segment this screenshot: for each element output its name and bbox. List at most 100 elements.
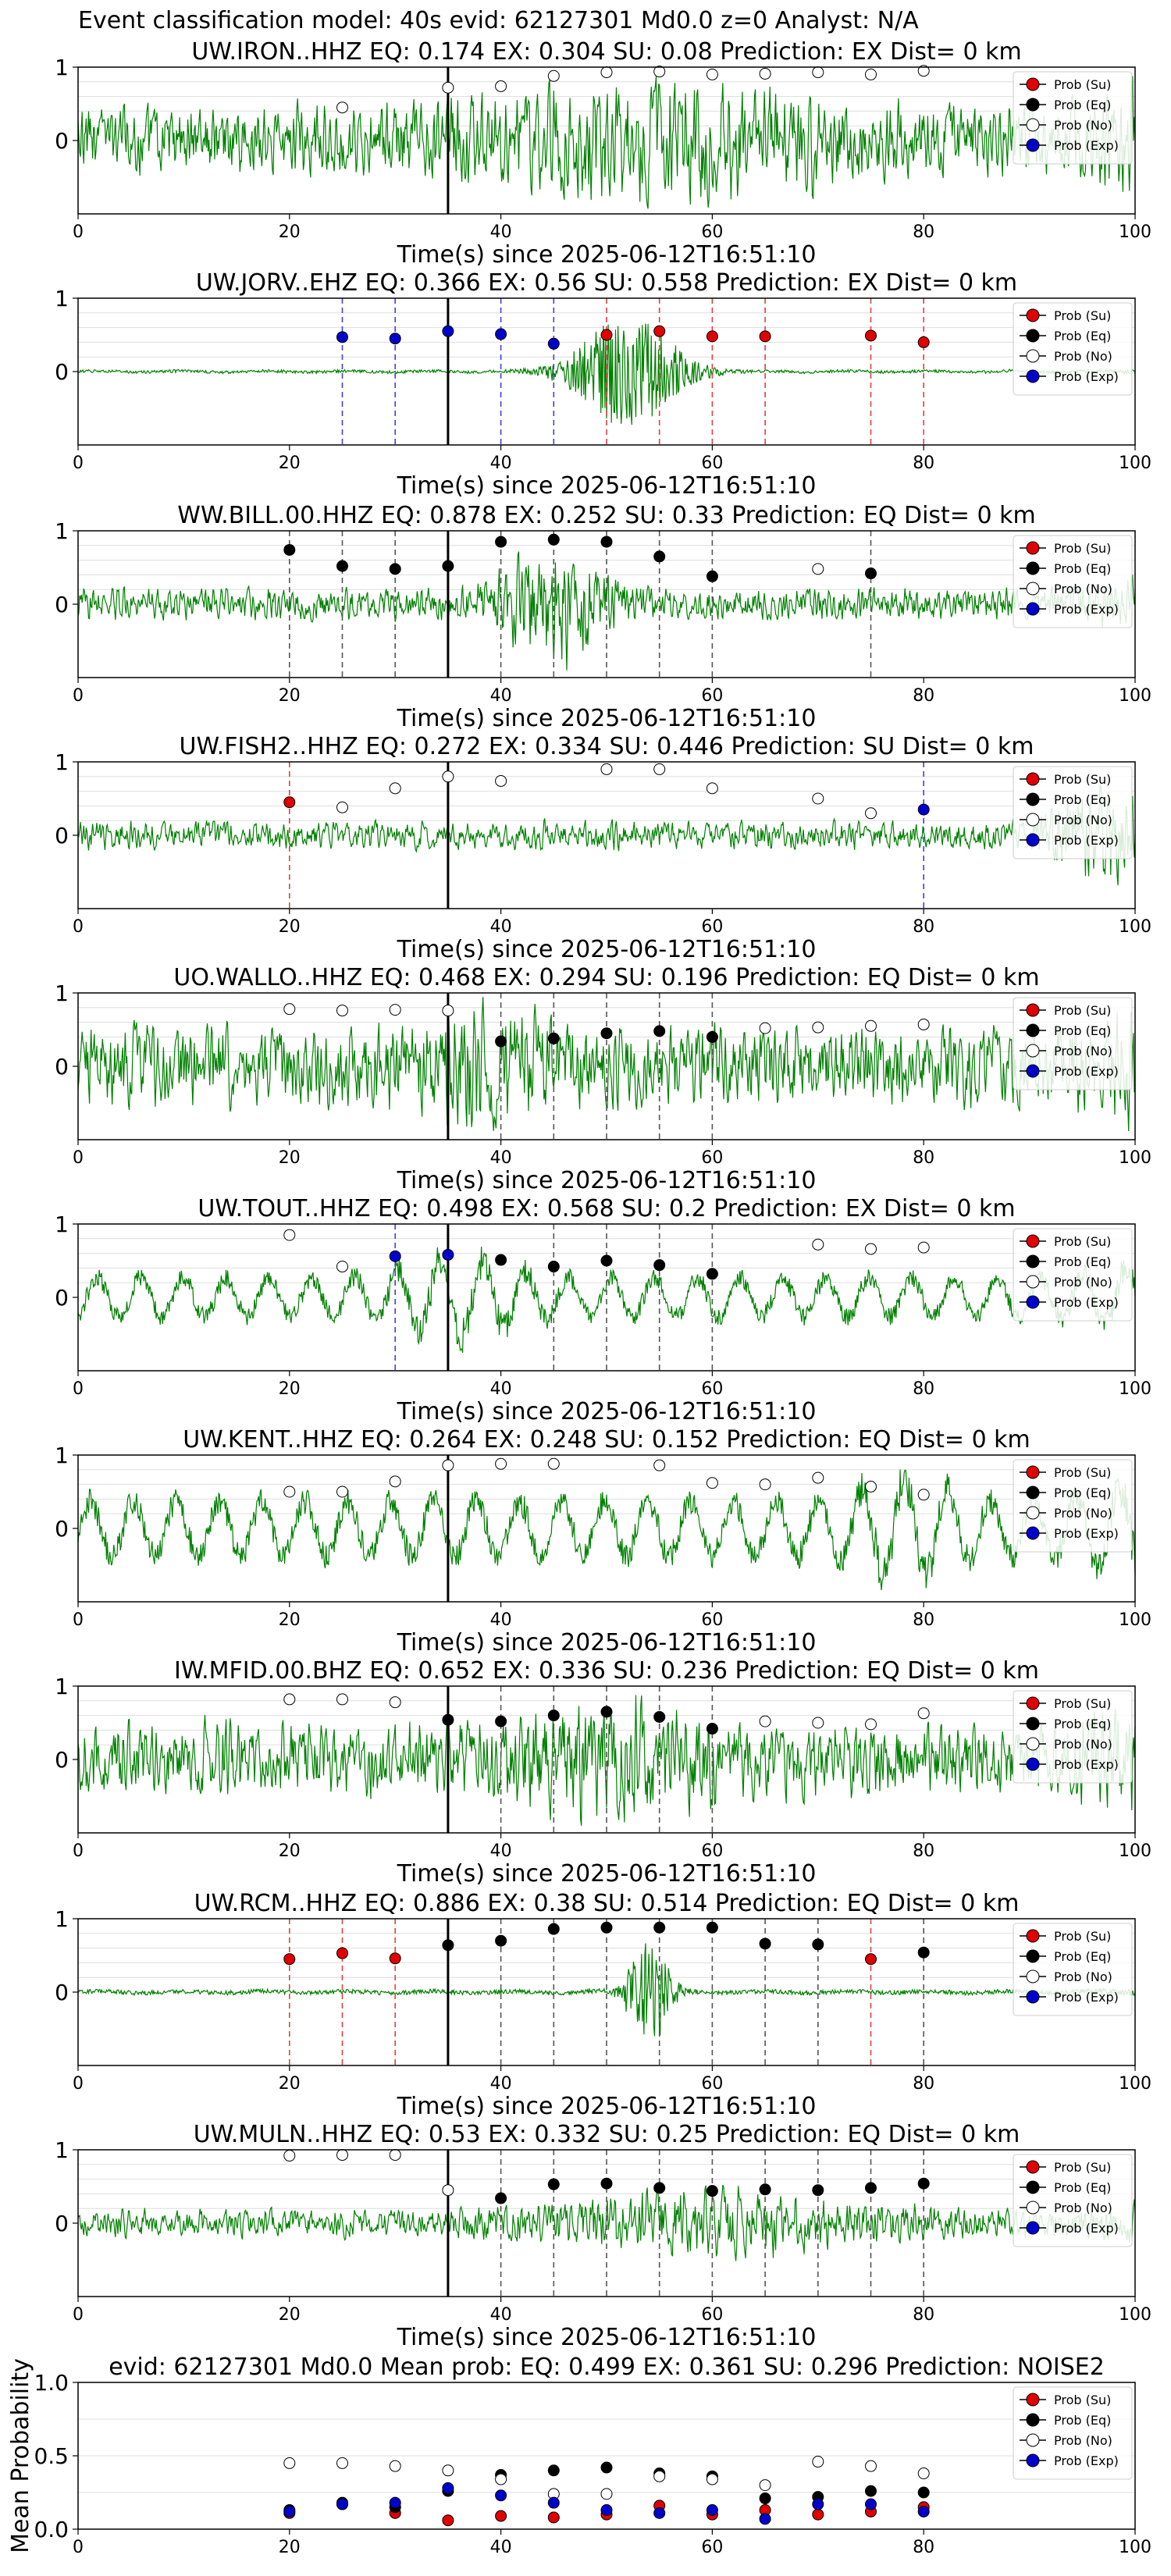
prob-point-no: [653, 66, 666, 78]
y-tick-label: 0: [55, 823, 69, 849]
prob-point-no: [389, 1004, 401, 1016]
prob-point-eq: [600, 535, 613, 548]
x-tick-label: 80: [913, 1610, 934, 1630]
mean-point-prob-no: [336, 2457, 348, 2469]
mean-point-prob-eq: [865, 2485, 877, 2497]
legend-marker-prob-su: [1026, 772, 1040, 786]
y-tick-label: 1: [55, 1674, 69, 1699]
legend-marker-prob-eq: [1026, 2413, 1040, 2427]
prob-point-no: [706, 782, 718, 795]
legend: Prob (Su) Prob (Eq) Prob (No) Prob (Exp): [1013, 535, 1133, 628]
x-tick-label: 0: [73, 2538, 84, 2557]
prob-point-no: [283, 1693, 296, 1706]
legend-marker-prob-eq: [1026, 561, 1040, 575]
legend-marker-prob-exp: [1026, 2221, 1040, 2235]
legend-marker-prob-no: [1026, 582, 1040, 596]
prob-point-eq: [706, 1268, 718, 1280]
prob-point-no: [812, 1238, 824, 1251]
mean-point-prob-eq: [917, 2486, 930, 2499]
panel-title: UW.IRON..HHZ EQ: 0.174 EX: 0.304 SU: 0.0…: [191, 38, 1021, 66]
x-tick-label: 20: [279, 222, 301, 242]
prob-point-no: [865, 1718, 877, 1731]
prob-point-eq: [812, 1938, 824, 1951]
prob-point-no: [495, 774, 507, 787]
prob-point-eq: [495, 1035, 507, 1048]
prob-point-eq: [336, 560, 348, 572]
legend-marker-prob-eq: [1026, 2180, 1040, 2194]
legend-label-prob-eq: Prob (Eq): [1054, 1254, 1111, 1269]
legend: Prob (Su) Prob (Eq) Prob (No) Prob (Exp): [1013, 1923, 1133, 2016]
prob-point-no: [389, 2149, 401, 2161]
legend-marker-prob-eq: [1026, 98, 1040, 112]
legend-label-prob-su: Prob (Su): [1054, 2393, 1111, 2407]
y-tick-label: 0: [55, 1980, 69, 2005]
legend-marker-prob-no: [1026, 1044, 1040, 1058]
mean-point-prob-exp: [865, 2498, 877, 2510]
prob-point-eq: [865, 568, 877, 580]
prob-point-eq: [495, 1934, 507, 1947]
prob-point-eq: [600, 1027, 613, 1040]
prob-point-no: [812, 66, 824, 79]
mean-point-prob-exp: [283, 2505, 296, 2517]
waveform-panel-9: UW.RCM..HHZ EQ: 0.886 EX: 0.38 SU: 0.514…: [55, 1890, 1151, 2120]
legend-marker-prob-eq: [1026, 1254, 1040, 1268]
prob-point-eq: [759, 1937, 771, 1950]
legend-marker-prob-su: [1026, 2393, 1040, 2407]
prob-point-eq: [706, 2185, 718, 2197]
x-tick-label: 100: [1119, 2538, 1151, 2557]
prob-point-no: [759, 1715, 771, 1727]
legend-marker-prob-eq: [1026, 1023, 1040, 1037]
x-tick-label: 60: [701, 1610, 723, 1630]
prob-point-eq: [495, 1715, 507, 1727]
legend-label-prob-su: Prob (Su): [1054, 1696, 1111, 1711]
x-tick-label: 20: [279, 2305, 301, 2325]
mean-point-prob-no: [600, 2488, 613, 2500]
panel-title: UW.FISH2..HHZ EQ: 0.272 EX: 0.334 SU: 0.…: [180, 733, 1034, 760]
prob-point-no: [442, 770, 454, 783]
x-tick-label: 20: [279, 1379, 301, 1399]
prob-point-no: [442, 81, 454, 94]
x-tick-label: 20: [279, 1148, 301, 1168]
mean-point-prob-exp: [442, 2482, 454, 2494]
prob-point-no: [442, 1459, 454, 1471]
prob-point-su: [283, 1953, 296, 1966]
mean-point-prob-no: [495, 2473, 507, 2485]
legend-label-prob-exp: Prob (Exp): [1054, 1990, 1119, 2005]
prob-point-no: [917, 1241, 930, 1254]
legend-label-prob-no: Prob (No): [1054, 1737, 1112, 1752]
mean-point-prob-su: [812, 2508, 824, 2521]
prob-point-no: [865, 68, 877, 80]
x-tick-label: 40: [490, 2074, 512, 2094]
legend-marker-prob-exp: [1026, 2453, 1040, 2467]
prob-point-exp: [389, 1250, 401, 1262]
legend-marker-prob-su: [1026, 2160, 1040, 2174]
prob-point-no: [706, 1477, 718, 1489]
legend-marker-prob-su: [1026, 1465, 1040, 1479]
y-tick-label: 1: [55, 1443, 69, 1468]
prob-point-no: [759, 67, 771, 80]
mean-point-prob-no: [865, 2460, 877, 2472]
legend-label-prob-eq: Prob (Eq): [1054, 2413, 1111, 2428]
x-tick-label: 100: [1119, 2074, 1151, 2094]
prob-point-eq: [547, 2178, 560, 2190]
prob-point-no: [812, 1021, 824, 1034]
prob-point-su: [865, 1953, 877, 1966]
x-tick-label: 0: [73, 917, 84, 937]
prob-point-su: [389, 1952, 401, 1965]
waveform-trace: [77, 323, 1136, 425]
mean-point-prob-exp: [600, 2504, 613, 2517]
legend-label-prob-eq: Prob (Eq): [1054, 329, 1111, 343]
x-tick-label: 20: [279, 454, 301, 473]
waveform-trace: [77, 76, 1136, 209]
panel-title: IW.MFID.00.BHZ EQ: 0.652 EX: 0.336 SU: 0…: [174, 1657, 1039, 1685]
prob-point-eq: [547, 1710, 560, 1722]
prob-point-eq: [495, 1254, 507, 1266]
waveform-panel-2: UW.JORV..EHZ EQ: 0.366 EX: 0.56 SU: 0.55…: [55, 269, 1151, 500]
legend-label-prob-su: Prob (Su): [1054, 772, 1111, 787]
legend-box: [1013, 2154, 1133, 2247]
x-tick-label: 20: [279, 2074, 301, 2094]
legend-label-prob-exp: Prob (Exp): [1054, 369, 1119, 384]
prob-point-exp: [547, 337, 560, 350]
legend-label-prob-no: Prob (No): [1054, 813, 1112, 827]
